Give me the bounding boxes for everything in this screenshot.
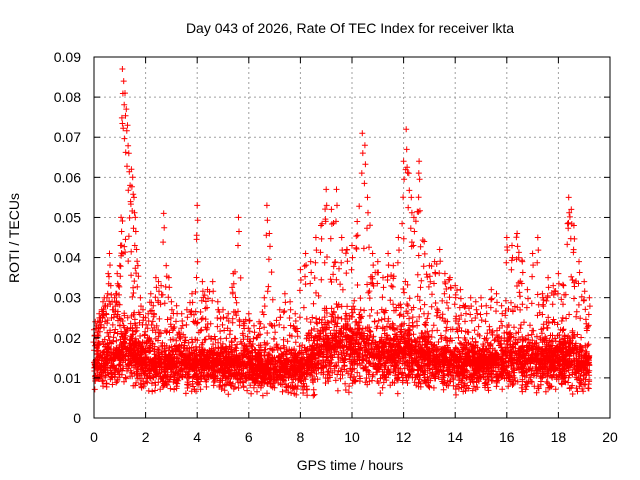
y-axis-label: ROTI / TECUs (6, 193, 22, 283)
x-tick-label: 18 (551, 429, 567, 445)
x-tick-label: 0 (90, 429, 98, 445)
data-points (90, 66, 593, 399)
y-tick-label: 0.06 (54, 169, 81, 185)
y-tick-label: 0.01 (54, 370, 81, 386)
y-tick-label: 0.04 (54, 250, 81, 266)
x-tick-labels: 0 2 4 6 8 10 12 14 16 18 20 (90, 429, 618, 445)
y-tick-labels: 0 0.01 0.02 0.03 0.04 0.05 0.06 0.07 0.08 0.09 (54, 49, 81, 426)
x-tick-label: 8 (297, 429, 305, 445)
y-tick-label: 0.07 (54, 129, 81, 145)
y-tick-label: 0.08 (54, 89, 81, 105)
x-tick-label: 20 (602, 429, 618, 445)
y-tick-label: 0.09 (54, 49, 81, 65)
roti-markers (90, 66, 593, 399)
x-tick-label: 16 (499, 429, 515, 445)
x-tick-label: 10 (344, 429, 360, 445)
chart-title: Day 043 of 2026, Rate Of TEC Index for r… (186, 20, 514, 36)
x-tick-label: 12 (396, 429, 412, 445)
x-axis-label: GPS time / hours (297, 457, 404, 473)
x-tick-label: 14 (447, 429, 463, 445)
y-tick-label: 0 (73, 410, 81, 426)
y-tick-label: 0.03 (54, 290, 81, 306)
axis-ticks (93, 56, 611, 419)
x-tick-label: 2 (142, 429, 150, 445)
x-tick-label: 6 (245, 429, 253, 445)
y-tick-label: 0.02 (54, 330, 81, 346)
x-tick-label: 4 (193, 429, 201, 445)
y-tick-label: 0.05 (54, 209, 81, 225)
